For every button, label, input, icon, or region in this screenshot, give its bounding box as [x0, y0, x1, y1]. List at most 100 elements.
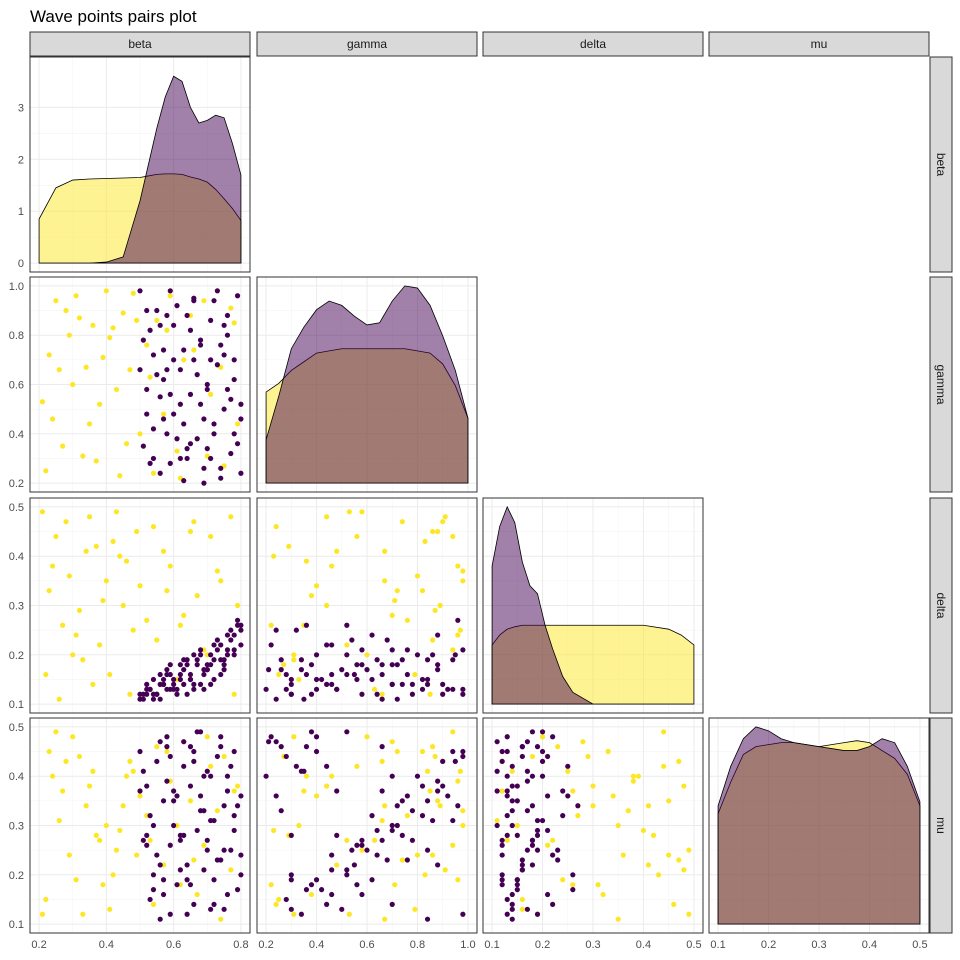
- point-series-a: [214, 568, 220, 574]
- y-tick-label: 0.3: [9, 821, 24, 833]
- point-series-a: [204, 734, 210, 740]
- point-series-b: [351, 671, 357, 678]
- point-series-a: [268, 882, 274, 888]
- point-series-b: [208, 681, 214, 687]
- panel-delta-beta: [29, 497, 251, 714]
- point-series-b: [191, 686, 197, 692]
- point-series-b: [218, 671, 224, 678]
- point-series-a: [291, 652, 297, 658]
- point-series-a: [661, 729, 667, 735]
- point-series-b: [154, 758, 160, 764]
- point-series-b: [534, 744, 541, 750]
- point-series-b: [452, 652, 458, 658]
- point-series-a: [630, 773, 636, 779]
- point-series-a: [137, 431, 143, 437]
- point-series-b: [499, 837, 505, 843]
- strip-top-label: delta: [580, 37, 606, 51]
- point-series-b: [140, 837, 146, 843]
- point-series-b: [167, 753, 173, 760]
- point-series-b: [313, 877, 320, 883]
- point-series-a: [231, 788, 237, 794]
- point-series-b: [231, 357, 237, 363]
- point-series-b: [171, 798, 177, 804]
- point-series-b: [494, 822, 500, 829]
- point-series-b: [147, 813, 153, 819]
- point-series-a: [160, 548, 167, 554]
- point-series-b: [204, 446, 210, 452]
- point-series-b: [224, 386, 231, 393]
- x-tick-label: 0.8: [233, 939, 248, 951]
- point-series-b: [499, 842, 505, 848]
- point-series-b: [404, 671, 410, 678]
- point-series-a: [324, 783, 330, 789]
- point-series-a: [610, 793, 616, 799]
- point-series-b: [187, 744, 194, 750]
- strip-right-label: mu: [934, 817, 948, 834]
- point-series-b: [228, 763, 234, 769]
- panel-mu-beta: [29, 717, 251, 934]
- point-series-b: [519, 857, 525, 863]
- strip-top-delta: [482, 31, 704, 57]
- strip-right-label: beta: [934, 153, 948, 177]
- density-mu-series-b: [717, 726, 921, 925]
- point-series-b: [313, 748, 320, 755]
- point-series-a: [450, 533, 456, 540]
- point-series-b: [184, 662, 190, 668]
- point-series-b: [539, 748, 546, 755]
- point-series-b: [263, 773, 269, 779]
- point-series-a: [76, 607, 83, 614]
- point-series-b: [184, 312, 190, 319]
- point-series-b: [504, 773, 510, 779]
- point-series-b: [303, 744, 310, 750]
- point-series-a: [39, 399, 46, 405]
- point-series-b: [177, 662, 183, 668]
- point-series-a: [389, 612, 395, 618]
- point-series-a: [110, 872, 116, 878]
- y-tick-label: 0.5: [9, 502, 24, 514]
- point-series-a: [615, 822, 621, 829]
- point-series-b: [191, 748, 197, 755]
- point-series-b: [150, 691, 157, 697]
- point-series-a: [167, 563, 173, 569]
- point-series-b: [147, 896, 153, 903]
- x-tick-label: 0.6: [359, 939, 374, 951]
- panel-delta-delta: [482, 497, 704, 714]
- point-series-b: [221, 322, 227, 328]
- point-series-a: [432, 753, 438, 760]
- point-series-b: [334, 788, 340, 794]
- point-series-b: [187, 676, 194, 683]
- point-series-a: [130, 768, 136, 774]
- point-series-a: [450, 842, 456, 848]
- point-series-a: [130, 627, 136, 633]
- point-series-b: [174, 436, 180, 442]
- point-series-b: [157, 916, 163, 922]
- point-series-b: [499, 872, 505, 878]
- point-series-b: [160, 891, 167, 898]
- point-series-b: [167, 686, 173, 692]
- point-series-b: [283, 753, 289, 760]
- point-series-b: [164, 734, 170, 740]
- point-series-b: [208, 357, 214, 363]
- point-series-b: [177, 676, 183, 683]
- x-tick-label: 0.1: [484, 939, 499, 951]
- point-series-b: [157, 470, 163, 476]
- point-series-b: [150, 887, 157, 893]
- point-series-b: [273, 739, 279, 745]
- point-series-b: [147, 460, 153, 466]
- point-series-a: [329, 773, 335, 779]
- point-series-b: [301, 696, 307, 702]
- point-series-a: [86, 421, 93, 427]
- point-series-a: [154, 744, 160, 750]
- point-series-b: [504, 793, 510, 799]
- point-series-b: [160, 416, 167, 422]
- point-series-a: [324, 602, 330, 609]
- point-series-a: [154, 317, 160, 323]
- strip-right-gamma: [929, 276, 953, 493]
- panel-mu-mu: [708, 717, 930, 934]
- point-series-b: [499, 758, 505, 764]
- point-series-a: [301, 788, 307, 794]
- point-series-b: [208, 906, 214, 912]
- x-tick-label: 0.8: [410, 939, 425, 951]
- point-series-b: [313, 652, 320, 658]
- point-series-b: [167, 391, 173, 397]
